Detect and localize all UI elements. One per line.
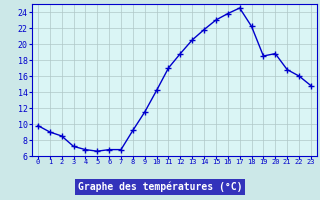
Text: Graphe des températures (°C): Graphe des températures (°C) bbox=[78, 182, 242, 192]
